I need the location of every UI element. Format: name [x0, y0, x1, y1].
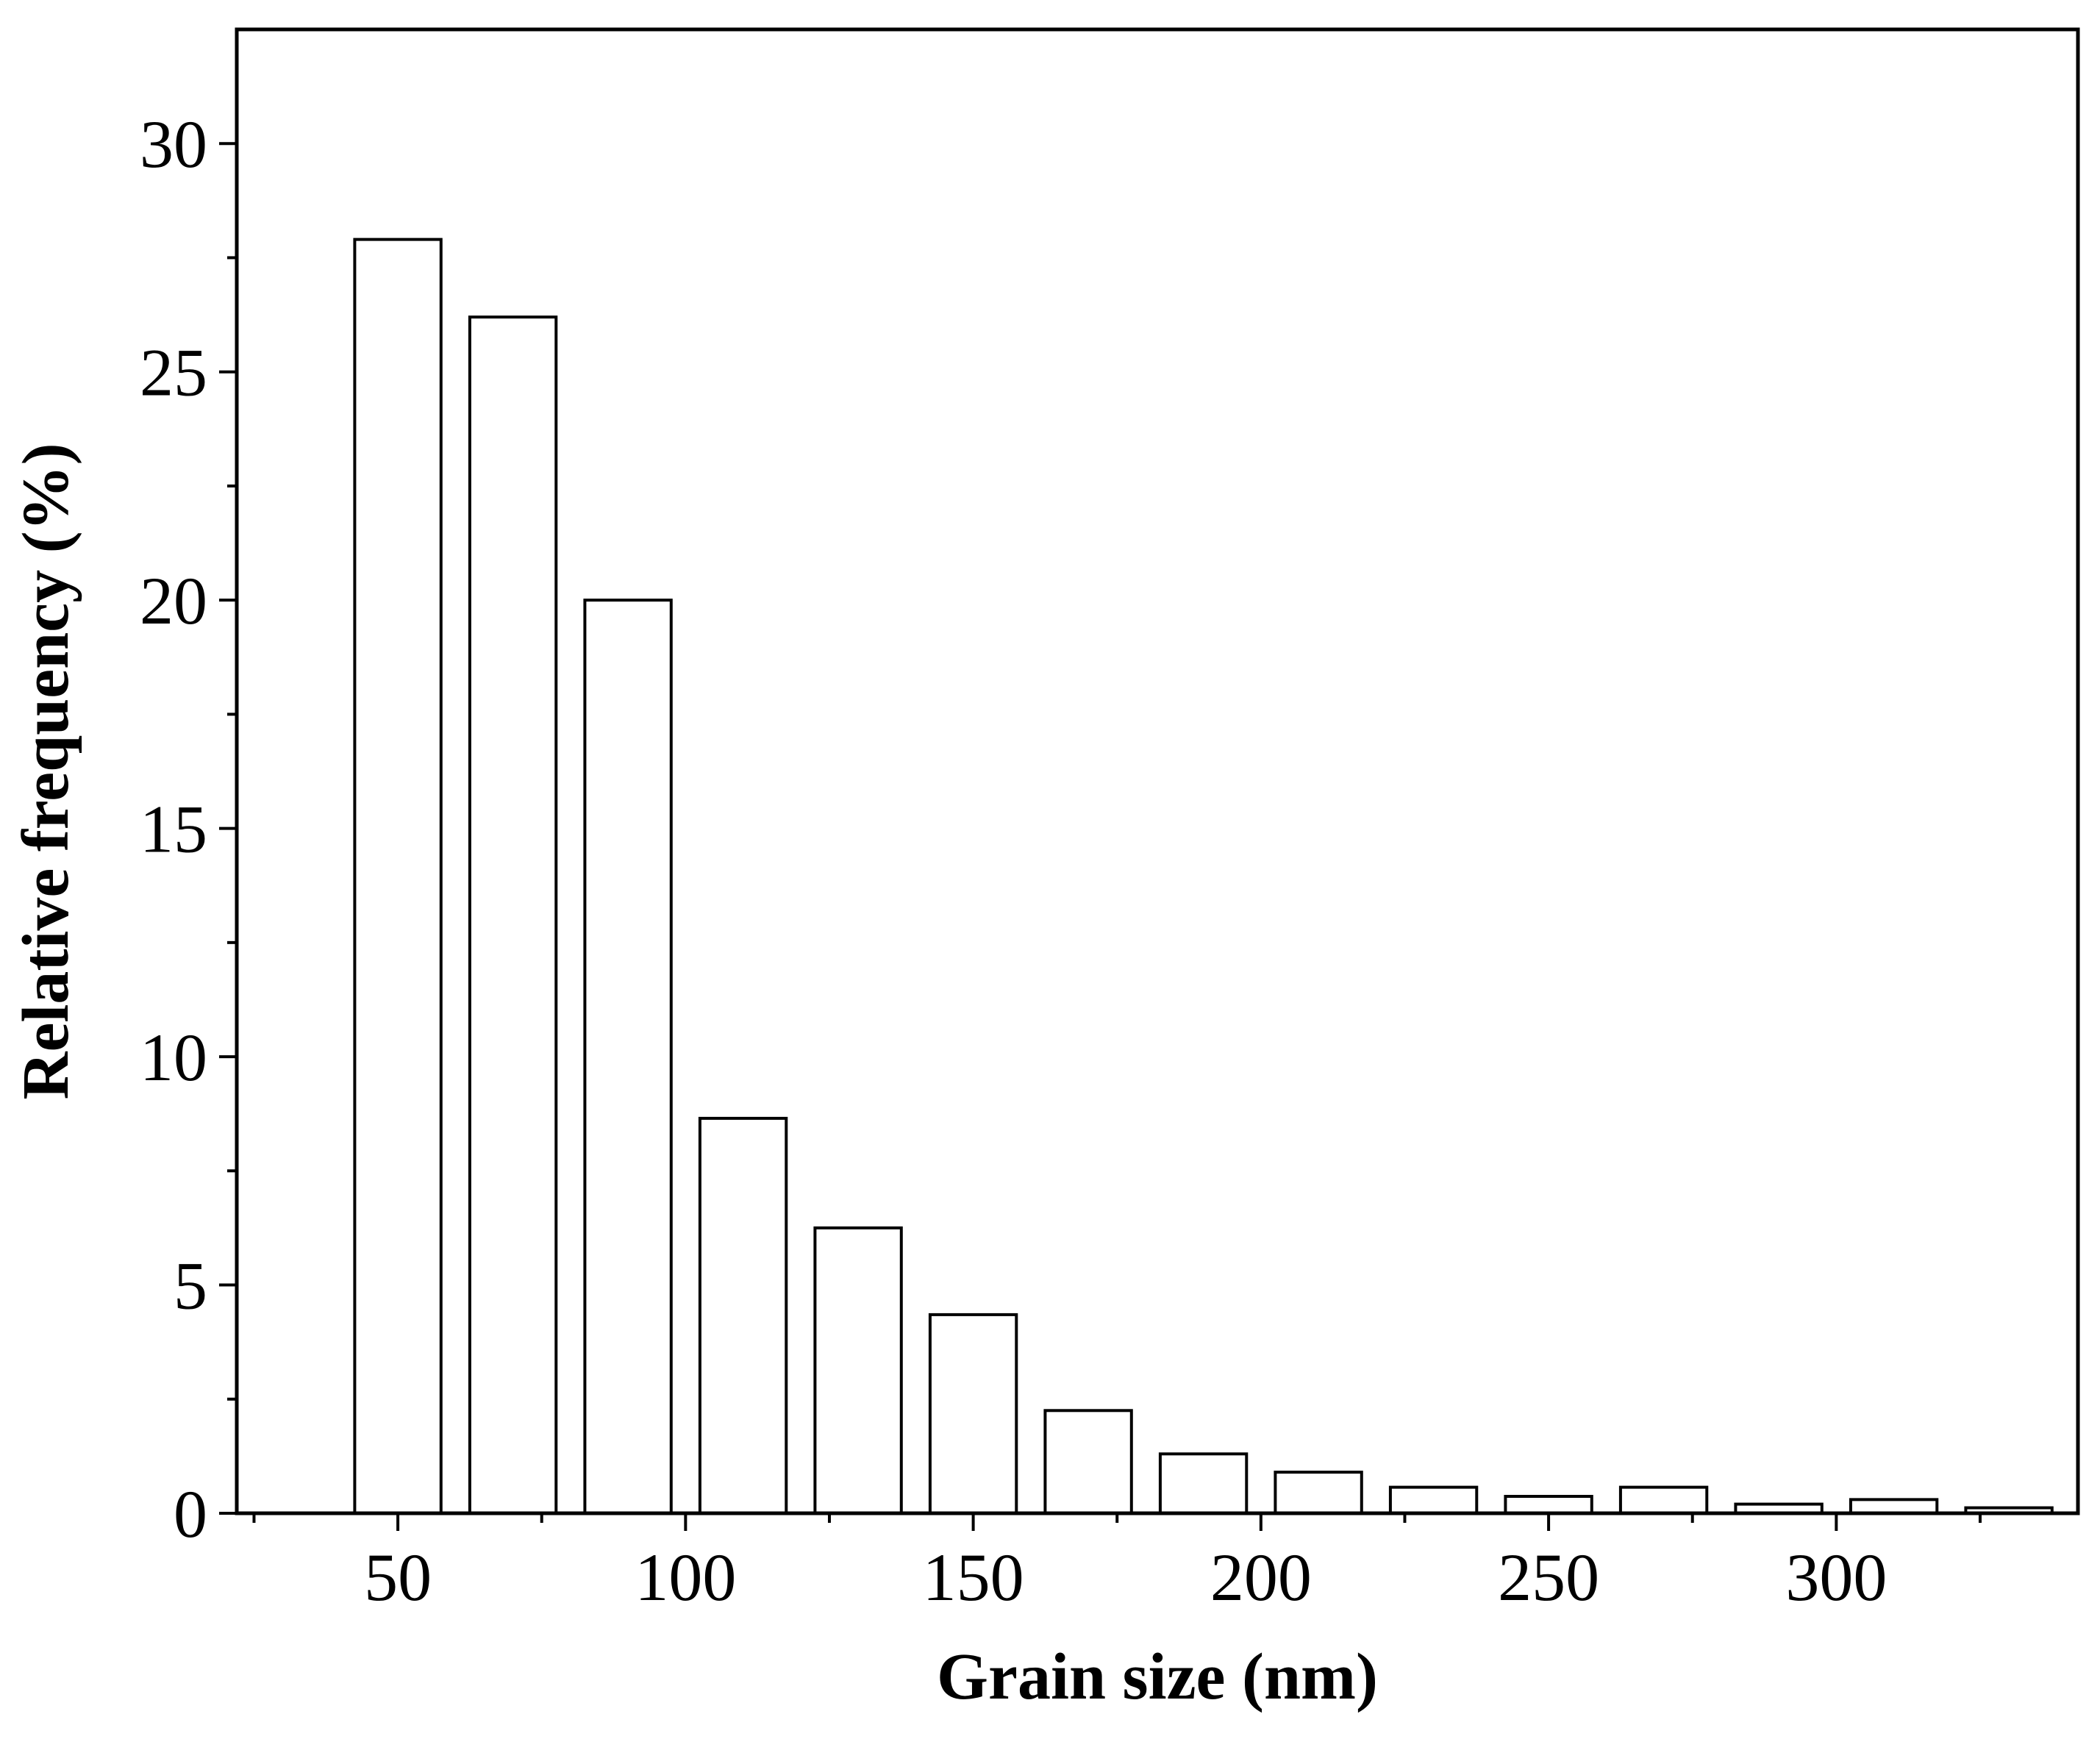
bar-230 — [1388, 1485, 1479, 1515]
x-tick-label-150: 150 — [923, 1540, 1024, 1615]
bar-170 — [1043, 1409, 1133, 1515]
y-tick-label-25: 25 — [140, 335, 207, 410]
bar-130 — [813, 1226, 903, 1515]
x-tick-label-250: 250 — [1498, 1540, 1599, 1615]
bar-270 — [1618, 1485, 1709, 1515]
plot-frame — [235, 27, 2080, 1515]
y-tick-label-15: 15 — [140, 792, 207, 867]
bars-group — [353, 238, 2054, 1515]
bar-310 — [1849, 1498, 1939, 1515]
x-axis-title: Grain size (nm) — [937, 1640, 1378, 1713]
y-tick-label-20: 20 — [140, 563, 207, 638]
y-tick-label-10: 10 — [140, 1020, 207, 1095]
bar-110 — [698, 1116, 788, 1515]
bar-190 — [1158, 1452, 1249, 1515]
bar-150 — [928, 1313, 1018, 1515]
x-tick-label-200: 200 — [1210, 1540, 1312, 1615]
bar-250 — [1504, 1495, 1593, 1515]
x-tick-label-100: 100 — [635, 1540, 736, 1615]
bar-90 — [583, 599, 673, 1515]
bar-50 — [353, 238, 443, 1515]
y-axis-title: Relative frequency (%) — [10, 443, 82, 1099]
y-tick-label-0: 0 — [174, 1476, 207, 1551]
y-tick-label-30: 30 — [140, 107, 207, 182]
bar-210 — [1274, 1471, 1363, 1515]
x-tick-label-50: 50 — [364, 1540, 432, 1615]
y-tick-label-5: 5 — [174, 1249, 207, 1324]
bar-70 — [468, 315, 558, 1515]
tick-labels-group: 0 5 10 15 20 25 30 50 100 150 200 250 300 — [140, 107, 1887, 1615]
x-tick-label-300: 300 — [1785, 1540, 1887, 1615]
